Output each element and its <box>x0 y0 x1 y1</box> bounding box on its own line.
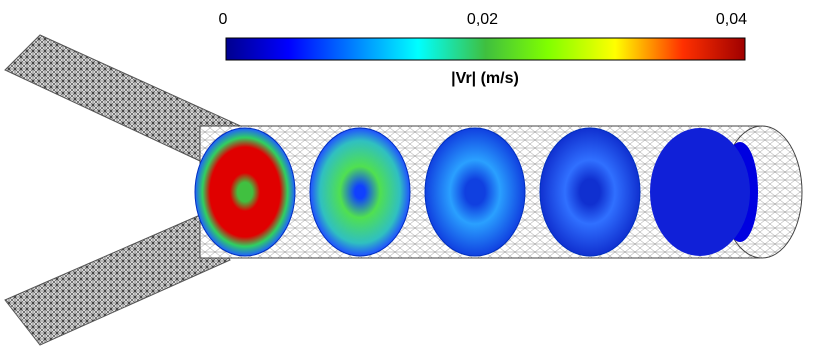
section-1 <box>194 127 296 257</box>
colorbar-tick-label: 0,04 <box>716 11 747 28</box>
section-3 <box>424 127 526 257</box>
section-2 <box>309 127 411 257</box>
colorbar-tick-label: 0,02 <box>467 11 498 28</box>
colorbar-label: |Vr| (m/s) <box>451 70 519 87</box>
section-4 <box>539 127 641 257</box>
lower-branch <box>4 214 231 346</box>
section-5 <box>650 128 750 256</box>
pipe-geometry <box>4 34 803 346</box>
colorbar <box>225 37 746 61</box>
colorbar-tick-label: 0 <box>219 11 228 28</box>
